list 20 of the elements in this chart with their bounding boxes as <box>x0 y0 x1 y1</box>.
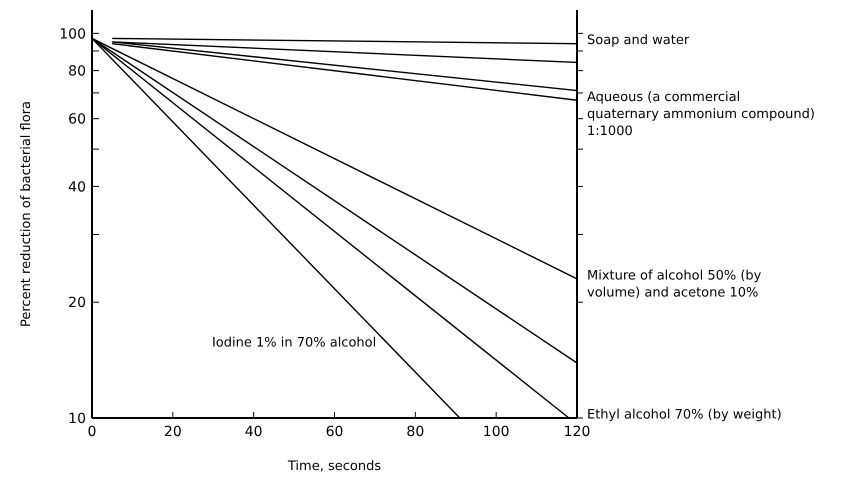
x-tick-label: 120 <box>564 424 590 440</box>
y-tick-label: 80 <box>68 64 86 80</box>
legend-label: Ethyl alcohol 70% (by weight) <box>587 408 782 423</box>
x-tick-label: 80 <box>406 424 424 440</box>
series-label: Mixture of alcohol 50% (by volume) and acetone 10% <box>587 268 762 300</box>
y-tick-label: 100 <box>59 26 86 42</box>
x-axis-title: Time, seconds <box>286 459 382 474</box>
y-tick-label: 10 <box>68 410 86 427</box>
legend-label: Soap and water <box>587 33 690 48</box>
legend-label: Aqueous (a commercial quaternary ammonium compound) 1:1000 <box>587 90 815 139</box>
y-tick-label: 20 <box>68 295 86 312</box>
x-tick-label: 20 <box>164 424 182 440</box>
y-axis-title: Percent reduction of bacterial flora <box>19 100 34 328</box>
x-tick-label: 40 <box>244 424 263 440</box>
x-tick-label: 100 <box>482 424 510 440</box>
series-label: Iodine 1% in 70% alcohol <box>212 336 376 351</box>
x-tick-label: 60 <box>326 424 344 440</box>
y-tick-label: 40 <box>68 179 86 196</box>
y-tick-label: 60 <box>68 112 86 128</box>
x-tick-label: 0 <box>88 424 96 440</box>
